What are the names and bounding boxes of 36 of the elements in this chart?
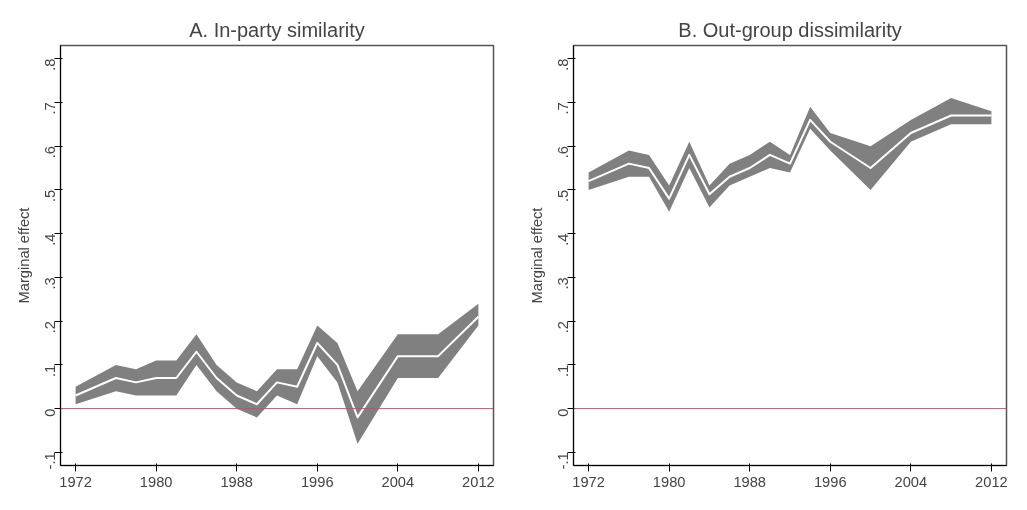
- chart-title: A. In-party similarity: [189, 18, 365, 41]
- x-tick-label: 1972: [59, 473, 92, 490]
- y-tick-label: .4: [554, 233, 571, 246]
- x-tick-label: 2012: [462, 473, 495, 490]
- x-tick-label: 2004: [381, 473, 415, 490]
- x-tick-label: 1988: [220, 473, 254, 490]
- y-axis-title: Marginal effect: [528, 207, 545, 304]
- x-tick-label: 1988: [733, 473, 767, 490]
- x-tick-label: 1996: [300, 473, 334, 490]
- x-tick-label: 2004: [894, 473, 928, 490]
- y-tick-label: .5: [554, 189, 571, 203]
- y-tick-label: 0: [554, 408, 571, 417]
- y-tick-label: .3: [41, 277, 58, 290]
- y-tick-label: .3: [554, 277, 571, 290]
- y-axis-title: Marginal effect: [15, 207, 32, 304]
- y-tick-label: .4: [41, 233, 58, 246]
- y-tick-label: .6: [554, 146, 571, 159]
- y-tick-label: .1: [554, 364, 571, 378]
- y-tick-label: .6: [41, 146, 58, 159]
- y-tick-label: .8: [41, 58, 58, 71]
- x-tick-label: 2012: [975, 473, 1008, 490]
- y-tick-label: .7: [554, 102, 571, 115]
- y-tick-label: .1: [41, 364, 58, 378]
- y-tick-label: .2: [554, 321, 571, 334]
- y-tick-label: 0: [41, 408, 58, 417]
- x-tick-label: 1980: [652, 473, 686, 490]
- x-tick-label: 1980: [139, 473, 173, 490]
- y-tick-label: -.1: [554, 452, 571, 470]
- x-tick-label: 1972: [572, 473, 605, 490]
- y-tick-label: .2: [41, 321, 58, 334]
- x-tick-label: 1996: [813, 473, 847, 490]
- y-tick-label: -.1: [41, 452, 58, 470]
- y-tick-label: .7: [41, 102, 58, 115]
- chart-title: B. Out-group dissimilarity: [678, 18, 902, 41]
- y-tick-label: .8: [554, 58, 571, 71]
- y-tick-label: .5: [41, 189, 58, 203]
